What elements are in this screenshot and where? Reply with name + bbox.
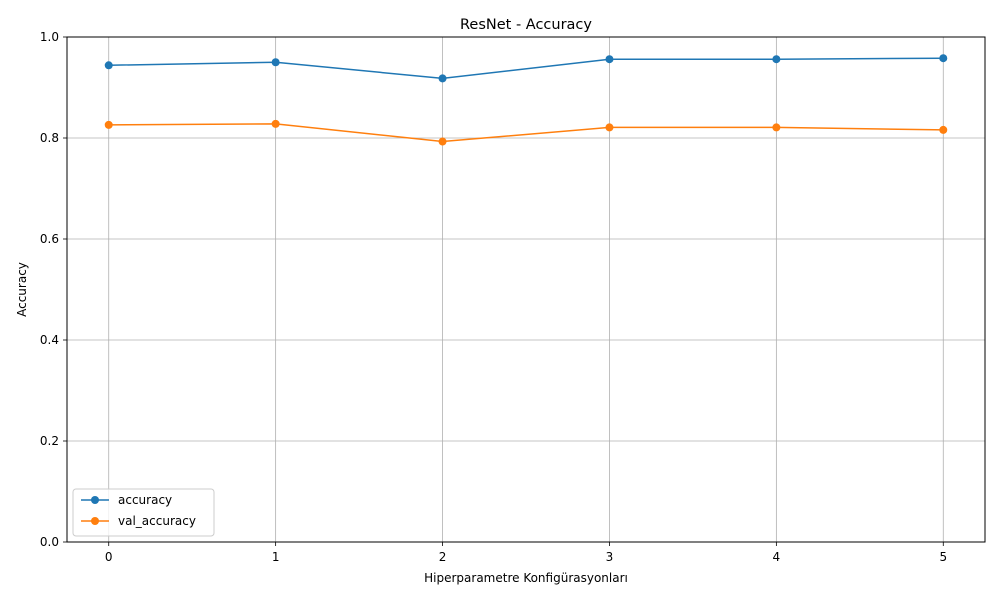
data-point-accuracy bbox=[104, 61, 113, 70]
chart-title: ResNet - Accuracy bbox=[460, 17, 592, 33]
data-point-val-accuracy bbox=[438, 137, 447, 146]
ticks: 0 1 2 3 4 5 0.0 0.2 0.4 0.6 0.8 1.0 bbox=[40, 30, 947, 564]
legend-marker-accuracy bbox=[91, 496, 99, 504]
legend: accuracy val_accuracy bbox=[72, 488, 215, 537]
y-tick-label: 0.2 bbox=[40, 434, 59, 448]
legend-label-val-accuracy: val_accuracy bbox=[118, 514, 196, 528]
data-point-accuracy bbox=[271, 58, 280, 67]
series-layer bbox=[104, 54, 948, 146]
x-tick-label: 4 bbox=[773, 550, 781, 564]
data-point-val-accuracy bbox=[772, 123, 781, 132]
data-point-accuracy bbox=[772, 55, 781, 64]
series-line-accuracy bbox=[108, 57, 944, 80]
data-point-accuracy bbox=[605, 55, 614, 64]
x-tick-label: 3 bbox=[606, 550, 614, 564]
plot-frame bbox=[66, 36, 986, 543]
data-point-accuracy bbox=[939, 54, 948, 63]
legend-entry-val-accuracy: val_accuracy bbox=[81, 514, 196, 528]
y-axis-label: Accuracy bbox=[15, 262, 29, 317]
series-val-accuracy bbox=[104, 119, 948, 146]
x-tick-label: 0 bbox=[105, 550, 113, 564]
x-tick-label: 2 bbox=[439, 550, 447, 564]
y-tick-label: 0.8 bbox=[40, 131, 59, 145]
y-tick-label: 0.0 bbox=[40, 535, 59, 549]
legend-label-accuracy: accuracy bbox=[118, 493, 172, 507]
y-tick-label: 0.6 bbox=[40, 232, 59, 246]
legend-marker-val-accuracy bbox=[91, 517, 99, 525]
data-point-val-accuracy bbox=[271, 119, 280, 128]
y-tick-label: 1.0 bbox=[40, 30, 59, 44]
data-point-val-accuracy bbox=[939, 125, 948, 134]
series-line-val-accuracy bbox=[108, 123, 944, 143]
x-tick-label: 1 bbox=[272, 550, 280, 564]
data-point-val-accuracy bbox=[605, 123, 614, 132]
data-point-val-accuracy bbox=[104, 120, 113, 129]
data-point-accuracy bbox=[438, 74, 447, 83]
y-tick-label: 0.4 bbox=[40, 333, 59, 347]
x-tick-label: 5 bbox=[939, 550, 947, 564]
series-accuracy bbox=[104, 54, 948, 83]
legend-entry-accuracy: accuracy bbox=[81, 493, 172, 507]
x-axis-label: Hiperparametre Konfigürasyonları bbox=[424, 571, 628, 585]
